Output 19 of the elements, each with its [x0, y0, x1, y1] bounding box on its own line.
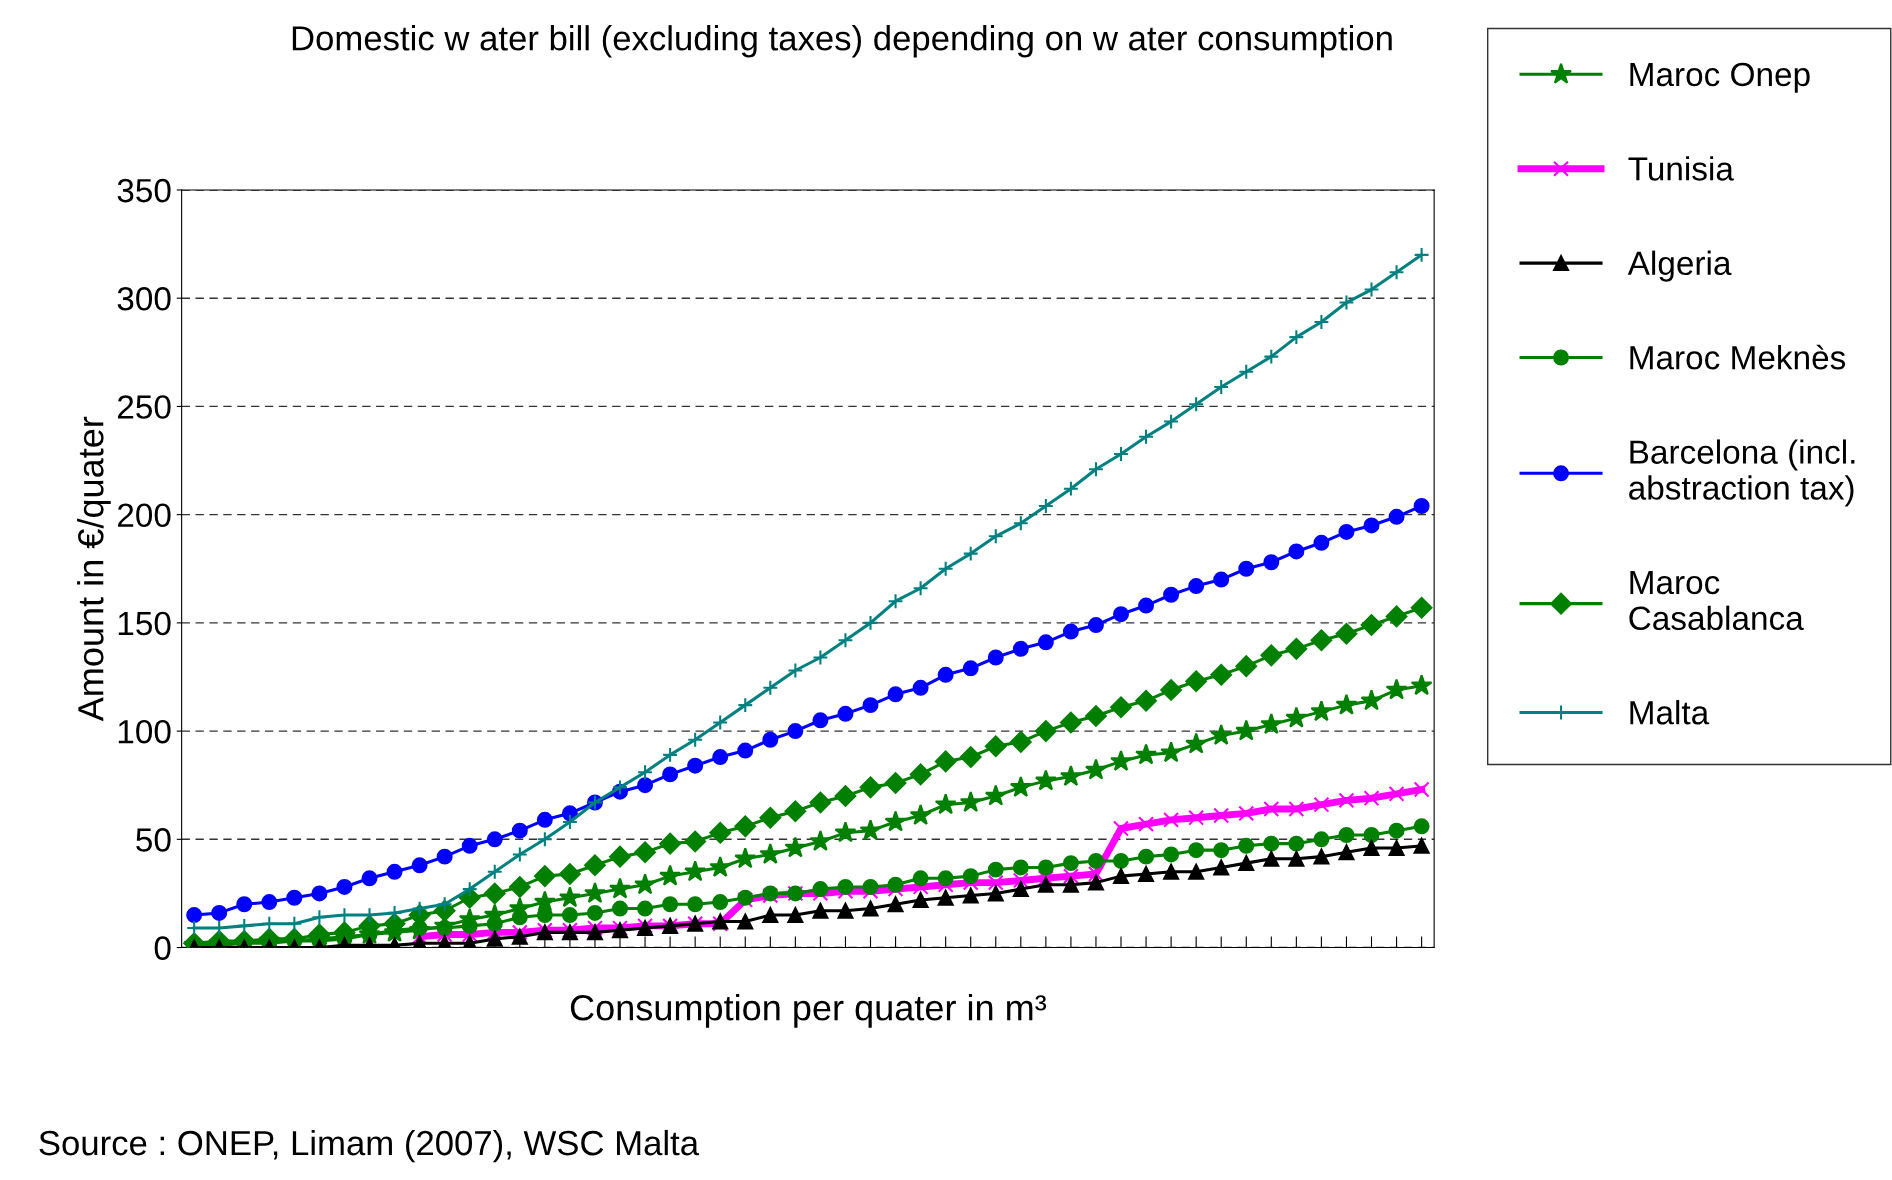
- y-tick-label: 300: [117, 287, 171, 311]
- y-tick-label: 0: [154, 936, 171, 960]
- y-tick-label: 250: [117, 395, 171, 419]
- y-tick-label: 100: [118, 719, 171, 744]
- legend-label: Maroc Meknès: [1630, 344, 1846, 370]
- legend-label: Maroc Onep: [1630, 62, 1810, 93]
- y-tick-label: 50: [136, 828, 171, 852]
- legend-label: Algeria: [1627, 250, 1732, 282]
- legend-label: Barcelona (incl. abstraction tax): [1629, 439, 1855, 507]
- source-note: Source : ONEP, Limam (2007), WSC Malta: [39, 1129, 700, 1163]
- x-axis-title: Consumption per quater in m³: [570, 994, 1047, 1028]
- y-tick-label: 350: [117, 178, 171, 203]
- chart-title: Domestic w ater bill (excluding taxes) depending on w ater consumption: [292, 25, 1392, 58]
- y-axis-title: Amount in €/quater: [77, 416, 111, 722]
- y-tick-label: 150: [118, 611, 171, 636]
- legend-label: Maroc Casablanca: [1629, 570, 1804, 631]
- y-tick-label: 200: [117, 503, 171, 528]
- legend-label: Malta: [1630, 700, 1710, 725]
- legend-label: Tunisia: [1628, 156, 1734, 181]
